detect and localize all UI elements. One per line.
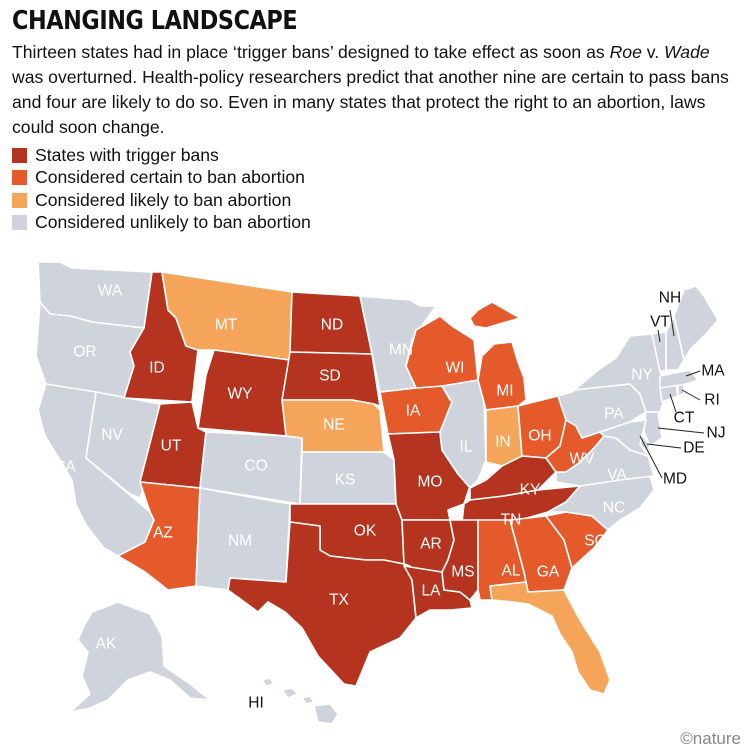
leader-line-md bbox=[639, 435, 663, 479]
state-label-ia: IA bbox=[406, 403, 421, 420]
state-label-ri: RI bbox=[704, 392, 720, 409]
state-label-ny: NY bbox=[631, 367, 653, 384]
state-label-ma: MA bbox=[701, 363, 725, 380]
state-nc bbox=[547, 475, 655, 531]
state-label-oh: OH bbox=[528, 428, 551, 445]
state-label-ok: OK bbox=[354, 523, 377, 540]
leader-line-ct bbox=[669, 393, 677, 413]
state-md bbox=[599, 419, 649, 457]
state-nh bbox=[665, 315, 685, 371]
legend-item-trigger: States with trigger bans bbox=[12, 144, 311, 167]
legend-item-likely: Considered likely to ban abortion bbox=[12, 189, 311, 212]
state-label-hi: HI bbox=[248, 695, 264, 712]
state-label-wy: WY bbox=[228, 386, 253, 403]
state-label-nc: NC bbox=[603, 500, 625, 517]
state-label-nh: NH bbox=[659, 290, 681, 307]
state-label-wi: WI bbox=[446, 360, 465, 377]
nature-credit: ©nature bbox=[680, 729, 741, 748]
legend: States with trigger bans Considered cert… bbox=[12, 144, 311, 234]
map-title: CHANGING LANDSCAPE bbox=[12, 6, 298, 36]
legend-item-unlikely: Considered unlikely to ban abortion bbox=[12, 212, 311, 235]
state-label-ca: CA bbox=[54, 459, 76, 476]
state-label-ks: KS bbox=[335, 472, 356, 489]
leader-line-vt bbox=[657, 329, 661, 343]
state-label-il: IL bbox=[460, 439, 473, 456]
legend-swatch-trigger bbox=[12, 147, 27, 163]
state-label-nj: NJ bbox=[707, 425, 726, 442]
state-label-ut: UT bbox=[161, 438, 182, 455]
state-tx bbox=[227, 521, 417, 687]
leader-line-nh bbox=[669, 309, 675, 337]
legend-swatch-unlikely bbox=[12, 215, 27, 231]
state-fl bbox=[489, 581, 611, 695]
state-label-mn: MN bbox=[389, 342, 413, 359]
state-label-de: DE bbox=[683, 440, 705, 457]
state-label-wa: WA bbox=[98, 283, 123, 300]
state-label-nd: ND bbox=[321, 317, 343, 334]
state-label-co: CO bbox=[244, 458, 267, 475]
state-label-ms: MS bbox=[451, 564, 474, 581]
state-label-tx: TX bbox=[329, 592, 349, 609]
state-label-wv: WV bbox=[570, 451, 596, 468]
leader-line-nj bbox=[657, 427, 705, 434]
leader-line-de bbox=[646, 443, 682, 449]
state-hi bbox=[261, 677, 339, 725]
state-label-la: LA bbox=[422, 583, 442, 600]
state-label-fl: FL bbox=[591, 630, 609, 647]
state-label-vt: VT bbox=[650, 314, 670, 331]
state-label-ky: KY bbox=[520, 482, 541, 499]
state-label-or: OR bbox=[73, 344, 96, 361]
state-label-va: VA bbox=[607, 467, 627, 484]
legend-item-certain: Considered certain to ban abortion bbox=[12, 167, 311, 190]
state-label-id: ID bbox=[149, 360, 165, 377]
state-label-sd: SD bbox=[319, 368, 341, 385]
legend-swatch-likely bbox=[12, 192, 27, 208]
state-label-ga: GA bbox=[537, 564, 560, 581]
state-wy bbox=[197, 349, 291, 437]
leader-line-ri bbox=[681, 389, 701, 401]
state-label-pa: PA bbox=[604, 406, 624, 423]
state-label-tn: TN bbox=[501, 512, 522, 529]
state-label-mt: MT bbox=[215, 317, 238, 334]
state-label-ct: CT bbox=[674, 410, 695, 427]
state-ak bbox=[69, 601, 211, 713]
leader-line-ma bbox=[685, 370, 701, 377]
state-me bbox=[673, 285, 719, 361]
state-label-mo: MO bbox=[418, 474, 443, 491]
state-label-mi: MI bbox=[496, 383, 513, 400]
state-label-sc: SC bbox=[584, 533, 606, 550]
state-label-ar: AR bbox=[420, 536, 442, 553]
map-subtitle: Thirteen states had in place ‘trigger ba… bbox=[12, 42, 729, 137]
legend-swatch-certain bbox=[12, 170, 27, 186]
state-label-md: MD bbox=[663, 471, 687, 488]
state-label-nm: NM bbox=[228, 533, 252, 550]
state-label-ne: NE bbox=[323, 417, 345, 434]
state-ma bbox=[659, 369, 699, 389]
state-label-nv: NV bbox=[101, 427, 123, 444]
state-label-in: IN bbox=[495, 434, 511, 451]
state-label-az: AZ bbox=[153, 525, 173, 542]
state-label-al: AL bbox=[502, 563, 521, 580]
state-label-ak: AK bbox=[96, 636, 117, 653]
